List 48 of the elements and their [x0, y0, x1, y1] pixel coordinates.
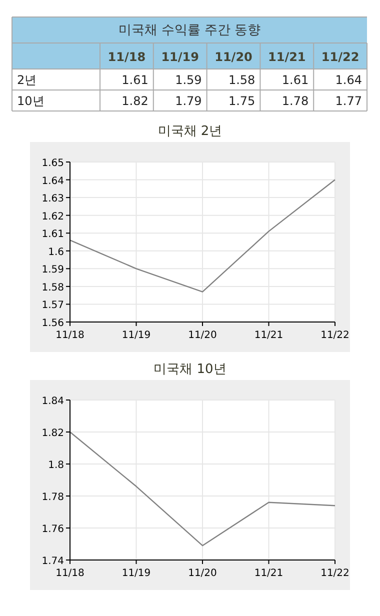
x-tick-label: 11/19 — [122, 330, 151, 341]
category-label: 11/20 — [214, 50, 252, 64]
data-label: 1.59 — [175, 73, 202, 87]
text: 10년 — [17, 94, 44, 108]
x-tick-label: 11/18 — [56, 330, 84, 341]
category-label: 11/18 — [108, 50, 146, 64]
x-tick-label: 11/21 — [254, 330, 284, 341]
text: 미국채 수익률 주간 동향 — [118, 23, 261, 38]
category-label: 11/22 — [321, 50, 360, 64]
x-tick-label: 11/22 — [320, 330, 350, 341]
data-label: 1.82 — [122, 94, 148, 108]
y-tick-label: 1.64 — [42, 176, 64, 187]
x-tick-label: 11/19 — [122, 568, 151, 579]
text: 2년 — [17, 73, 37, 87]
line-series — [69, 179, 336, 292]
x-tick-label: 11/21 — [254, 568, 284, 579]
y-tick-label: 1.74 — [42, 556, 64, 567]
y-tick-label: 1.65 — [42, 158, 64, 169]
y-tick-label: 1.6 — [48, 246, 64, 258]
data-label: 1.75 — [228, 94, 256, 108]
y-tick-label: 1.59 — [42, 264, 64, 276]
y-tick-label: 1.63 — [42, 194, 64, 205]
x-tick-label: 11/20 — [188, 330, 217, 341]
x-tick-label: 11/20 — [188, 568, 217, 579]
data-label: 1.58 — [228, 73, 256, 87]
y-tick-label: 1.78 — [42, 492, 64, 503]
y-tick-label: 1.62 — [42, 211, 64, 222]
y-tick-label: 1.82 — [42, 428, 64, 439]
y-tick-label: 1.76 — [42, 524, 64, 535]
y-tick-label: 1.61 — [42, 229, 64, 240]
category-label: 11/21 — [268, 50, 306, 64]
chart-title: 미국채 10년 — [154, 362, 226, 377]
chart-title: 미국채 2년 — [158, 124, 222, 139]
y-tick-label: 1.84 — [42, 396, 64, 407]
data-label: 1.78 — [282, 94, 309, 108]
y-tick-label: 1.56 — [42, 318, 64, 329]
category-label: 11/19 — [161, 50, 199, 64]
y-tick-label: 1.57 — [42, 300, 64, 312]
y-tick-label: 1.58 — [42, 282, 64, 294]
data-label: 1.77 — [335, 94, 362, 108]
data-label: 1.79 — [175, 94, 202, 108]
data-label: 1.61 — [122, 73, 148, 87]
y-tick-label: 1.8 — [48, 460, 64, 471]
data-label: 1.61 — [282, 73, 309, 87]
data-label: 1.64 — [335, 73, 362, 87]
x-tick-label: 11/22 — [320, 568, 350, 579]
line-series — [69, 431, 336, 546]
x-tick-label: 11/18 — [56, 568, 84, 579]
